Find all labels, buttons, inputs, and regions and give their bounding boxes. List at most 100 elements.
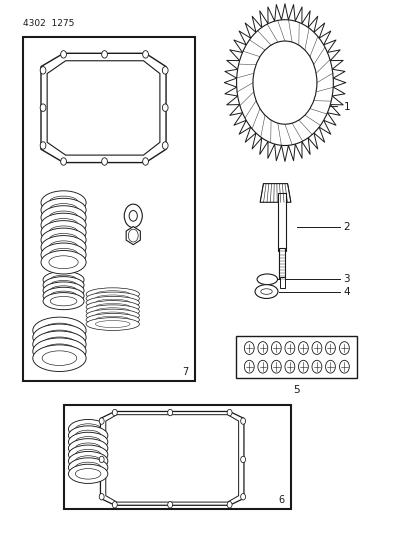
Ellipse shape [68,445,108,464]
Ellipse shape [86,288,139,301]
Ellipse shape [43,282,84,299]
Circle shape [142,51,148,58]
Ellipse shape [41,198,86,222]
Ellipse shape [86,301,139,313]
Circle shape [112,502,117,508]
Circle shape [325,342,335,354]
Ellipse shape [42,351,76,366]
Ellipse shape [49,256,78,269]
Bar [235,336,356,378]
Ellipse shape [33,331,86,358]
Bar [279,277,284,288]
Ellipse shape [49,204,78,216]
Text: 4: 4 [343,287,349,296]
Ellipse shape [68,458,108,477]
Ellipse shape [33,324,86,351]
Text: 1: 1 [343,102,349,111]
Circle shape [339,342,348,354]
Ellipse shape [41,236,86,259]
Ellipse shape [42,337,76,352]
Ellipse shape [41,228,86,252]
Ellipse shape [95,316,130,324]
Circle shape [257,360,267,373]
Ellipse shape [42,344,76,359]
Ellipse shape [49,233,78,246]
Circle shape [240,494,245,500]
Ellipse shape [50,291,77,301]
Ellipse shape [254,285,277,298]
Ellipse shape [86,305,139,318]
Ellipse shape [86,309,139,322]
Circle shape [61,158,66,165]
Ellipse shape [42,323,76,338]
Ellipse shape [95,303,130,311]
Circle shape [128,229,138,242]
Ellipse shape [50,275,77,285]
Ellipse shape [75,424,101,434]
Ellipse shape [42,330,76,345]
Circle shape [339,360,348,373]
Bar [22,37,194,381]
Ellipse shape [256,274,277,285]
Ellipse shape [68,426,108,445]
Text: 7: 7 [182,367,188,377]
Ellipse shape [68,439,108,458]
Ellipse shape [43,277,84,294]
Circle shape [162,104,168,111]
Circle shape [284,360,294,373]
Circle shape [124,204,142,228]
Ellipse shape [68,464,108,483]
Text: 5: 5 [292,385,299,395]
Bar [63,405,290,509]
Ellipse shape [43,287,84,304]
Ellipse shape [86,292,139,305]
Ellipse shape [41,221,86,244]
Circle shape [167,409,172,416]
Ellipse shape [50,280,77,290]
Ellipse shape [95,308,130,315]
Circle shape [236,20,333,146]
Circle shape [244,342,254,354]
Ellipse shape [50,296,77,306]
Ellipse shape [41,243,86,266]
Ellipse shape [68,451,108,471]
Circle shape [61,51,66,58]
Circle shape [99,456,104,463]
Bar [278,248,285,279]
Ellipse shape [68,419,108,439]
Ellipse shape [41,251,86,274]
Ellipse shape [260,289,272,294]
Bar [277,193,285,251]
Polygon shape [126,227,140,245]
Ellipse shape [86,313,139,326]
Ellipse shape [33,345,86,372]
Ellipse shape [75,437,101,447]
Polygon shape [100,411,243,505]
Ellipse shape [95,299,130,306]
Circle shape [112,409,117,416]
Ellipse shape [49,211,78,224]
Text: 6: 6 [278,495,284,505]
Circle shape [40,104,46,111]
Ellipse shape [50,286,77,295]
Circle shape [99,418,104,424]
Ellipse shape [41,191,86,214]
Circle shape [162,67,168,74]
Circle shape [162,142,168,149]
Ellipse shape [95,295,130,302]
Circle shape [311,342,321,354]
Ellipse shape [68,432,108,451]
Text: 3: 3 [343,274,349,284]
Ellipse shape [43,293,84,310]
Circle shape [271,342,281,354]
Polygon shape [106,415,238,502]
Text: 2: 2 [343,222,349,231]
Circle shape [99,494,104,500]
Circle shape [244,360,254,373]
Ellipse shape [49,248,78,261]
Ellipse shape [33,317,86,344]
Ellipse shape [43,271,84,288]
Polygon shape [47,61,160,155]
Ellipse shape [49,219,78,231]
Polygon shape [260,183,290,202]
